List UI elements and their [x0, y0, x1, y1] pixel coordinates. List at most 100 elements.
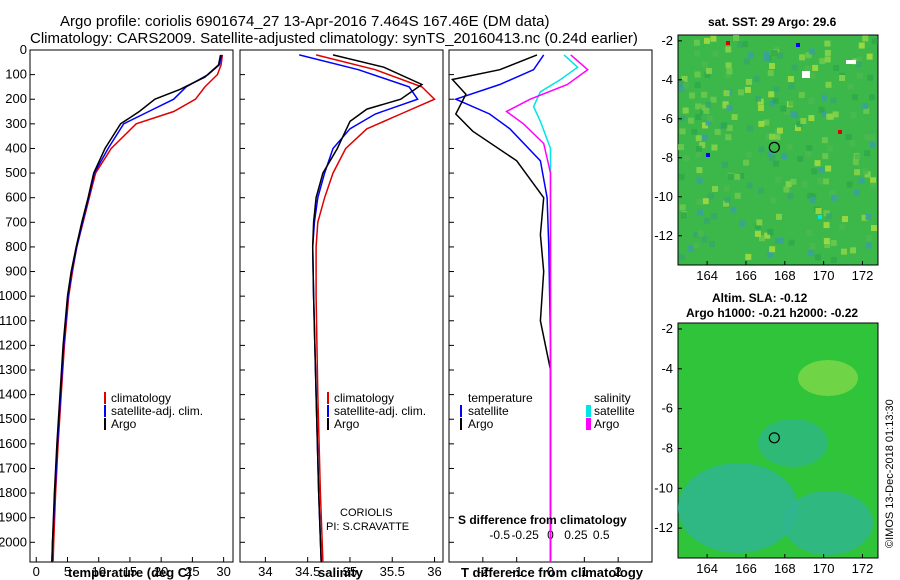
- sst-cell: [812, 64, 819, 71]
- x-tick-label: 35: [343, 564, 357, 579]
- sst-cell: [755, 95, 762, 102]
- sst-cell: [696, 177, 703, 184]
- sst-cell: [723, 185, 730, 192]
- sst-cell: [758, 146, 765, 153]
- sst-cell: [866, 53, 873, 60]
- sst-cell: [805, 52, 812, 59]
- sst-cell: [773, 160, 780, 167]
- depth-tick-label: 1200: [0, 337, 27, 352]
- sst-cell: [745, 78, 752, 85]
- sst-cell: [775, 213, 782, 220]
- sst-cell: [681, 75, 688, 82]
- sst-cell: [705, 101, 712, 108]
- sst-cell: [776, 127, 783, 134]
- sst-cell: [705, 67, 712, 74]
- sst-cell: [822, 178, 829, 185]
- x-tick-label: 36: [427, 564, 441, 579]
- sst-cell: [678, 254, 685, 261]
- depth-tick-label: 300: [5, 116, 27, 131]
- sst-cell: [786, 144, 793, 151]
- sst-cell: [726, 68, 733, 75]
- sst-cell: [683, 155, 690, 162]
- sst-cell: [726, 125, 733, 132]
- sst-cell: [809, 72, 816, 79]
- depth-tick-label: 200: [5, 91, 27, 106]
- sst-cell: [678, 80, 685, 87]
- sst-cell: [822, 153, 829, 160]
- sst-cell: [721, 122, 728, 129]
- sst-cell: [781, 153, 788, 160]
- sst-cell: [825, 81, 832, 88]
- sst-cell: [797, 156, 804, 163]
- series-line-t-argo: [450, 54, 552, 562]
- s-diff-tick-label: 0.5: [593, 528, 610, 542]
- sst-cell: [825, 165, 832, 172]
- sst-anomaly-cell: [818, 215, 822, 219]
- sst-cell: [831, 194, 838, 201]
- salinity-lines: [299, 54, 436, 563]
- temperature-panel: 0100200300400500600700800900100011001200…: [0, 42, 234, 580]
- sst-cell: [723, 200, 730, 207]
- sst-cell: [763, 55, 770, 62]
- temperature-lines: [51, 54, 224, 563]
- depth-tick-label: 0: [20, 42, 27, 57]
- sst-cell: [725, 134, 732, 141]
- legend-label-t-argo: Argo: [468, 417, 494, 431]
- sst-cell: [744, 86, 751, 93]
- sst-cell: [772, 97, 779, 104]
- sst-cell: [861, 214, 868, 221]
- sst-cell: [679, 115, 686, 122]
- legend-label-climatology: climatology: [334, 391, 394, 405]
- sst-cell: [854, 169, 861, 176]
- sst-cell: [708, 241, 715, 248]
- sla-low: [678, 463, 798, 553]
- sst-cell: [747, 125, 754, 132]
- header-line-2: Climatology: CARS2009. Satellite-adjuste…: [30, 30, 638, 47]
- sst-cell: [712, 185, 719, 192]
- sst-cell: [826, 213, 833, 220]
- sst-cell: [818, 106, 825, 113]
- sst-cell: [730, 206, 737, 213]
- lat-tick-label: -2: [661, 33, 673, 48]
- sst-cell: [824, 40, 831, 47]
- sst-cell: [806, 229, 813, 236]
- sst-cell: [853, 189, 860, 196]
- sst-cell: [767, 150, 774, 157]
- sst-cell: [756, 219, 763, 226]
- sst-cell: [758, 120, 765, 127]
- sst-cell: [855, 61, 862, 68]
- sst-cell: [767, 70, 774, 77]
- sst-cell: [864, 134, 871, 141]
- sst-cell: [833, 65, 840, 72]
- sst-cell: [783, 186, 790, 193]
- sst-cell: [826, 113, 833, 120]
- sst-cell: [777, 52, 784, 59]
- sst-cell: [791, 64, 798, 71]
- lon-tick-label: 166: [735, 268, 757, 283]
- sst-cell: [780, 105, 787, 112]
- legend-swatch-s-argo: [586, 418, 591, 430]
- sla-low: [783, 491, 873, 555]
- sst-cell: [796, 121, 803, 128]
- depth-tick-label: 2000: [0, 534, 27, 549]
- sst-cell: [678, 85, 685, 92]
- depth-tick-label: 900: [5, 264, 27, 279]
- sst-cell: [701, 91, 708, 98]
- sst-cell: [804, 65, 811, 72]
- argo-position-marker: [768, 141, 780, 153]
- sst-cell: [711, 144, 718, 151]
- sst-cell: [725, 46, 732, 53]
- sst-cell: [699, 108, 706, 115]
- sst-cell: [805, 150, 812, 157]
- sst-cell: [845, 133, 852, 140]
- sst-cell: [693, 39, 700, 46]
- sst-cell: [701, 61, 708, 68]
- sst-cell: [687, 245, 694, 252]
- sst-cell: [745, 151, 752, 158]
- argo-position-marker: [768, 432, 780, 444]
- depth-tick-label: 1300: [0, 362, 27, 377]
- sst-missing-cell: [846, 60, 856, 64]
- sst-cell: [768, 91, 775, 98]
- sst-cell: [856, 56, 863, 63]
